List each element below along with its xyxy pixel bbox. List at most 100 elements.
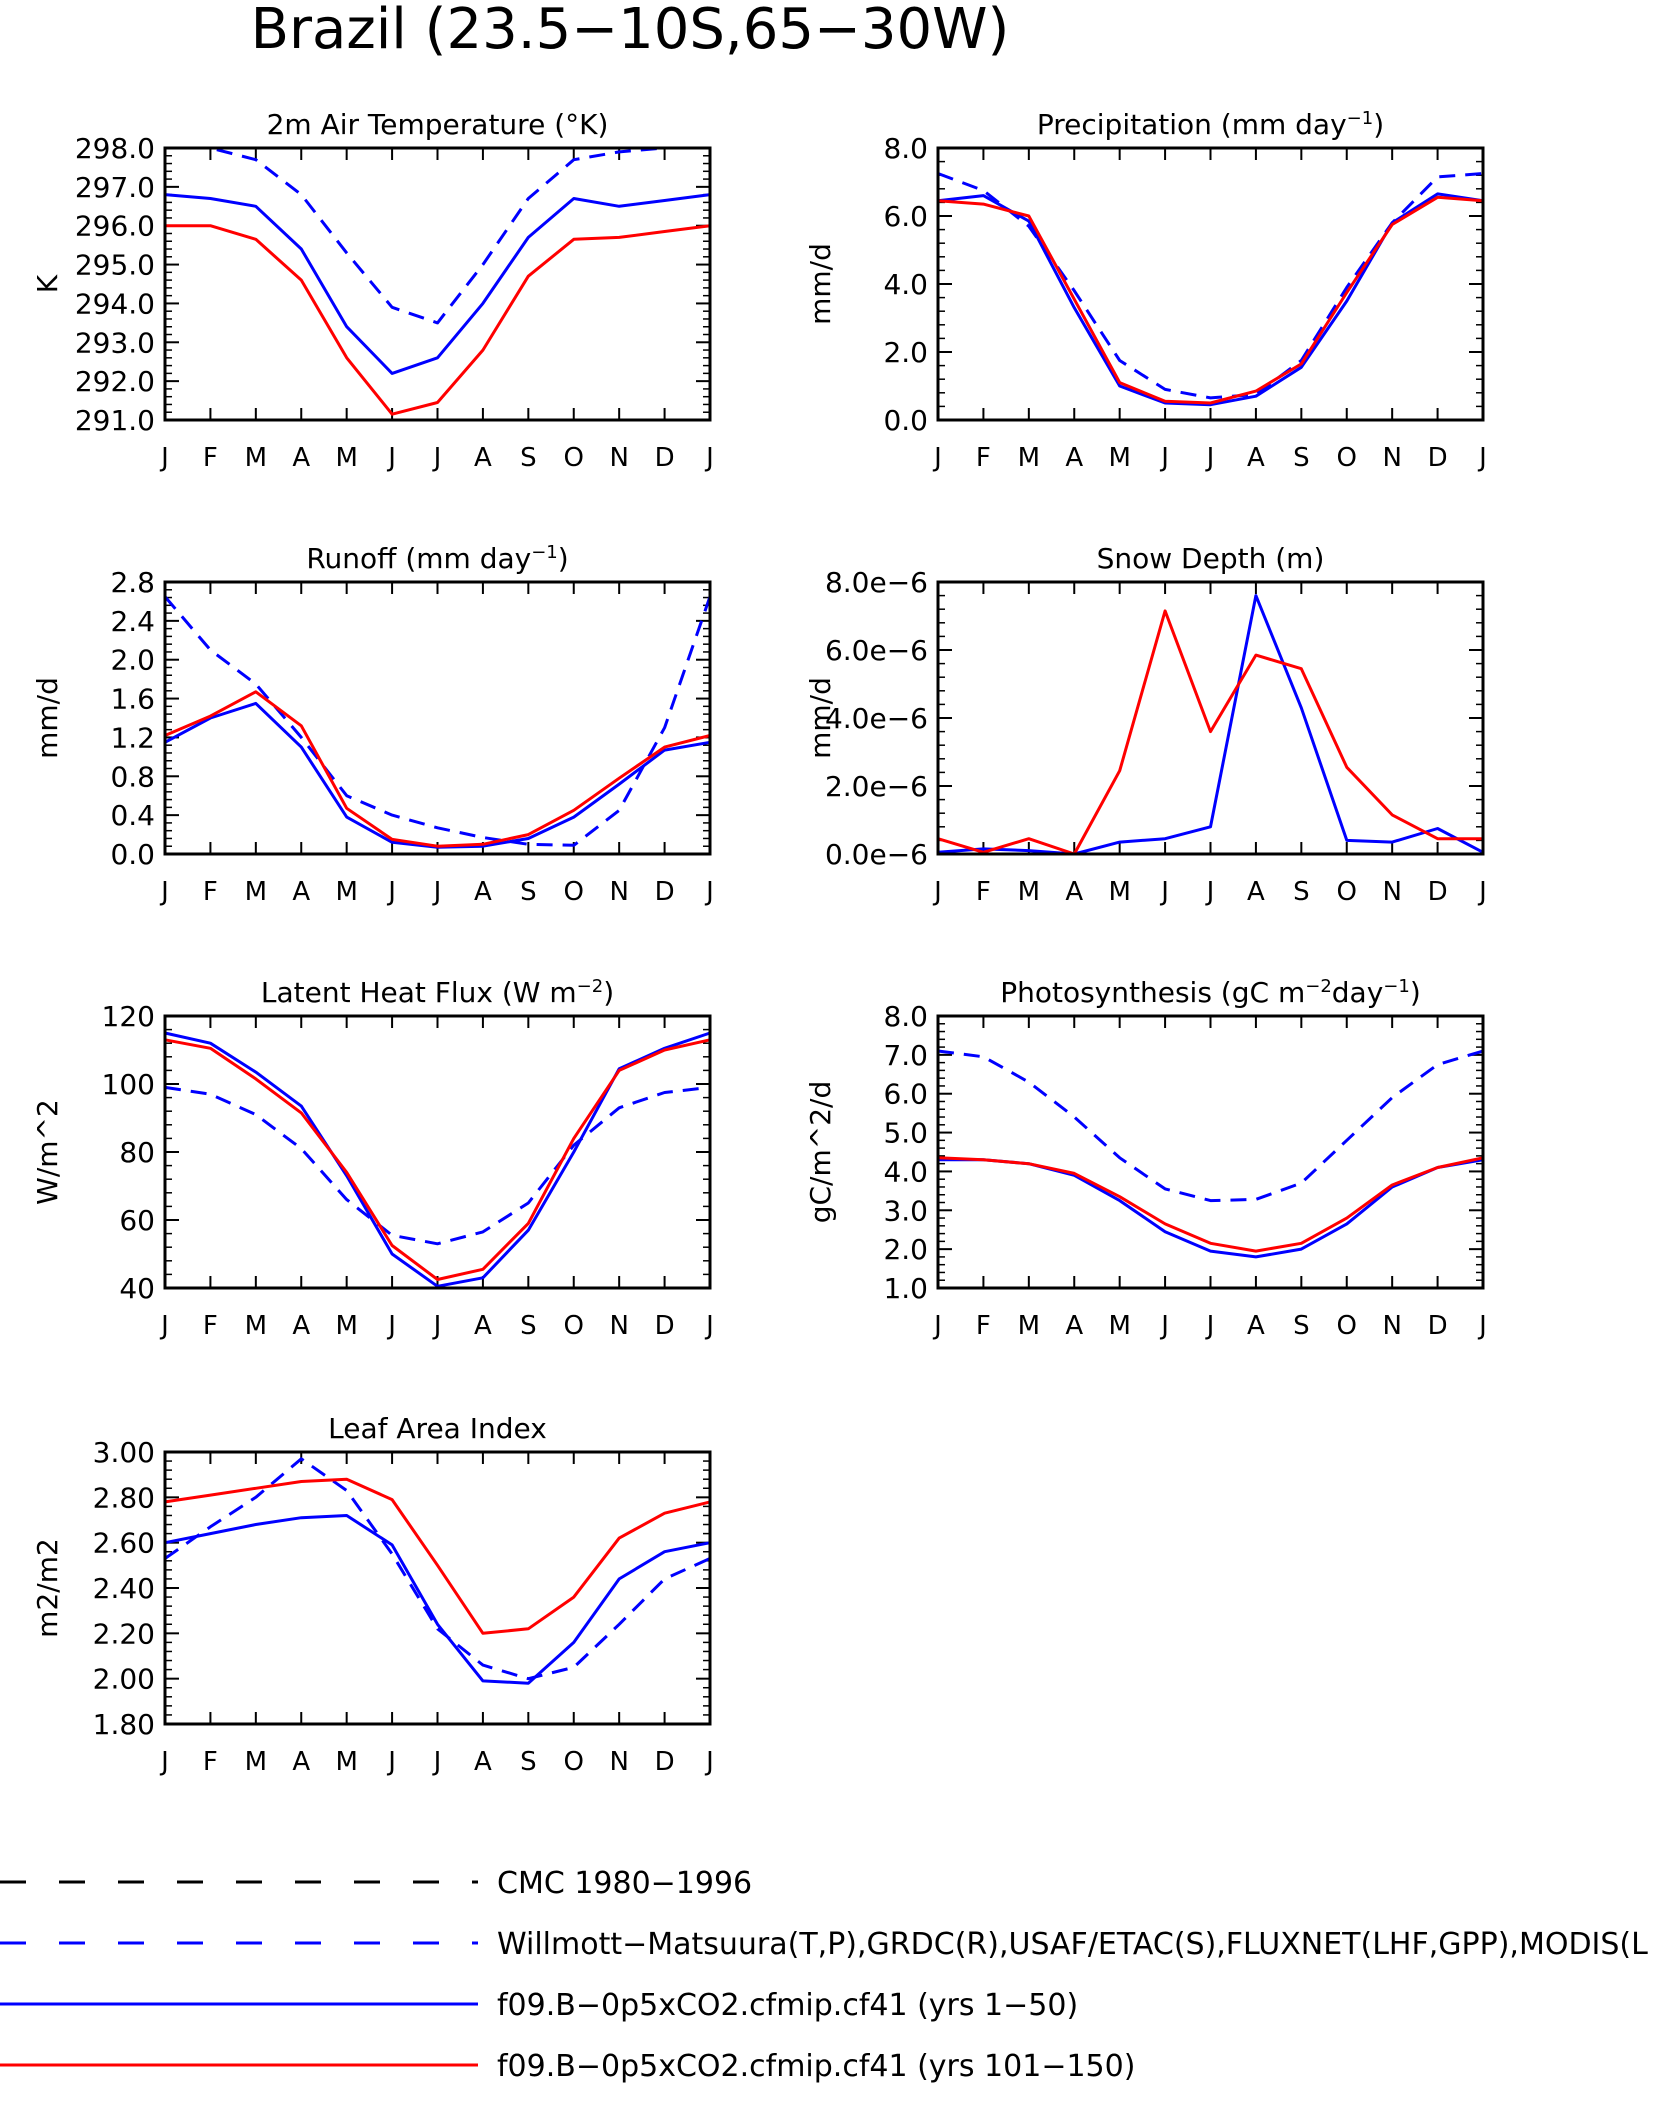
x-tick-label: J bbox=[432, 1311, 442, 1341]
chart-panel-snow: Snow Depth (m) mm/d 0.0e−6 2.0e−6 4.0e−6 6.0e… bbox=[804, 542, 1487, 907]
x-tick-label: M bbox=[335, 877, 357, 907]
x-tick-label: J bbox=[386, 443, 396, 473]
legend-item-cf41_early: f09.B−0p5xCO2.cfmip.cf41 (yrs 1−50) bbox=[0, 1988, 1078, 2023]
series-line-cf41_early bbox=[937, 192, 1484, 407]
series-line-obs bbox=[165, 146, 710, 325]
chart-panel-lhf: Latent Heat Flux (W m−2) W/m^2 40 60 80 100 12… bbox=[31, 976, 714, 1342]
x-tick-label: F bbox=[203, 877, 218, 907]
x-tick-label: J bbox=[159, 877, 169, 907]
x-tick-label: J bbox=[704, 877, 714, 907]
y-tick-label: 0.0 bbox=[883, 404, 928, 437]
y-tick-label: 60 bbox=[119, 1204, 155, 1237]
y-tick-label: 2.0 bbox=[883, 336, 928, 369]
y-axis-label: m2/m2 bbox=[31, 1538, 64, 1638]
x-tick-label: J bbox=[704, 1311, 714, 1341]
x-tick-label: F bbox=[203, 1747, 218, 1777]
legend-label: f09.B−0p5xCO2.cfmip.cf41 (yrs 101−150) bbox=[497, 2049, 1135, 2084]
series-line-obs bbox=[937, 172, 1484, 400]
legend-item-cf41_late: f09.B−0p5xCO2.cfmip.cf41 (yrs 101−150) bbox=[0, 2049, 1135, 2084]
legend: CMC 1980−1996 Willmott−Matsuura(T,P),GRDC… bbox=[0, 1866, 1648, 2084]
x-tick-label: J bbox=[386, 1311, 396, 1341]
x-tick-label: D bbox=[655, 1747, 675, 1777]
legend-label: f09.B−0p5xCO2.cfmip.cf41 (yrs 1−50) bbox=[497, 1988, 1078, 2023]
series-line-cf41_late bbox=[165, 224, 711, 416]
x-tick-label: A bbox=[1247, 877, 1265, 907]
x-tick-label: J bbox=[1205, 1311, 1215, 1341]
x-tick-label: S bbox=[1293, 877, 1310, 907]
series-line-obs bbox=[164, 1457, 711, 1681]
panel-title: Runoff (mm day−1) bbox=[306, 542, 568, 576]
plot-frame bbox=[163, 580, 712, 856]
series-line-cf41_late bbox=[164, 1477, 711, 1635]
y-tick-label: 8.0 bbox=[883, 1000, 928, 1033]
x-tick-label: S bbox=[1293, 443, 1310, 473]
plot-frame bbox=[936, 146, 1485, 422]
x-tick-label: A bbox=[474, 877, 492, 907]
series-line-cf41_early bbox=[937, 594, 1484, 856]
y-tick-label: 0.0e−6 bbox=[825, 838, 928, 871]
x-tick-label: J bbox=[704, 443, 714, 473]
y-tick-label: 7.0 bbox=[883, 1039, 928, 1072]
y-tick-label: 6.0 bbox=[883, 200, 928, 233]
y-tick-label: 4.0e−6 bbox=[825, 702, 928, 735]
x-tick-label: M bbox=[1108, 1311, 1130, 1341]
x-tick-label: J bbox=[1159, 877, 1169, 907]
y-tick-label: 8.0e−6 bbox=[825, 566, 928, 599]
x-tick-label: O bbox=[564, 1311, 584, 1341]
x-tick-label: N bbox=[1382, 1311, 1401, 1341]
y-tick-label: 295.0 bbox=[75, 249, 155, 282]
x-tick-label: J bbox=[1205, 877, 1215, 907]
y-tick-label: 0.0 bbox=[110, 838, 155, 871]
y-tick-label: 5.0 bbox=[883, 1117, 928, 1150]
series-line-obs bbox=[163, 595, 712, 847]
y-tick-label: 80 bbox=[119, 1136, 155, 1169]
series-line-cf41_late bbox=[937, 1156, 1484, 1253]
x-tick-label: J bbox=[932, 877, 942, 907]
x-tick-label: M bbox=[1108, 443, 1130, 473]
x-tick-label: D bbox=[1428, 1311, 1448, 1341]
chart-panel-temp: 2m Air Temperature (°K) K 291.0 292.0 293.0 2… bbox=[31, 108, 714, 473]
legend-label: Willmott−Matsuura(T,P),GRDC(R),USAF/ETAC… bbox=[497, 1927, 1648, 1962]
x-tick-label: D bbox=[1428, 443, 1448, 473]
series-line-cf41_late bbox=[164, 690, 711, 848]
x-tick-label: N bbox=[609, 877, 628, 907]
x-tick-label: A bbox=[292, 1311, 310, 1341]
x-tick-label: N bbox=[1382, 877, 1401, 907]
x-tick-label: F bbox=[203, 1311, 218, 1341]
x-tick-label: N bbox=[609, 1311, 628, 1341]
panel-title: Snow Depth (m) bbox=[1097, 542, 1325, 575]
x-tick-label: A bbox=[1065, 877, 1083, 907]
y-axis-label: W/m^2 bbox=[31, 1099, 64, 1205]
y-tick-label: 6.0e−6 bbox=[825, 634, 928, 667]
y-tick-label: 120 bbox=[102, 1000, 155, 1033]
chart-panel-gpp: Photosynthesis (gC m−2day−1) gC/m^2/d 1.0 2… bbox=[804, 976, 1487, 1342]
y-axis-label: mm/d bbox=[31, 677, 64, 759]
x-tick-label: A bbox=[1247, 443, 1265, 473]
y-tick-label: 294.0 bbox=[75, 287, 155, 320]
x-tick-label: J bbox=[159, 443, 169, 473]
x-tick-label: M bbox=[245, 877, 267, 907]
x-tick-label: M bbox=[335, 1311, 357, 1341]
x-tick-label: D bbox=[655, 443, 675, 473]
y-tick-label: 8.0 bbox=[883, 132, 928, 165]
x-tick-label: M bbox=[335, 1747, 357, 1777]
y-tick-label: 0.4 bbox=[110, 799, 155, 832]
y-axis-label: mm/d bbox=[804, 677, 837, 759]
x-tick-label: J bbox=[1477, 877, 1487, 907]
panel-title: Precipitation (mm day−1) bbox=[1037, 108, 1384, 142]
x-tick-label: S bbox=[520, 1747, 537, 1777]
x-tick-label: J bbox=[386, 1747, 396, 1777]
legend-label: CMC 1980−1996 bbox=[497, 1866, 752, 1901]
series-line-cf41_late bbox=[164, 1038, 711, 1281]
y-tick-label: 1.80 bbox=[93, 1708, 155, 1741]
y-tick-label: 2.60 bbox=[93, 1527, 155, 1560]
x-tick-label: J bbox=[704, 1747, 714, 1777]
series-line-cf41_early bbox=[164, 193, 711, 375]
y-tick-label: 2.20 bbox=[93, 1617, 155, 1650]
x-tick-label: A bbox=[292, 877, 310, 907]
y-tick-label: 2.4 bbox=[110, 605, 155, 638]
plot-frame bbox=[936, 580, 1485, 856]
x-tick-label: S bbox=[520, 1311, 537, 1341]
x-tick-label: A bbox=[474, 1747, 492, 1777]
y-tick-label: 4.0 bbox=[883, 268, 928, 301]
